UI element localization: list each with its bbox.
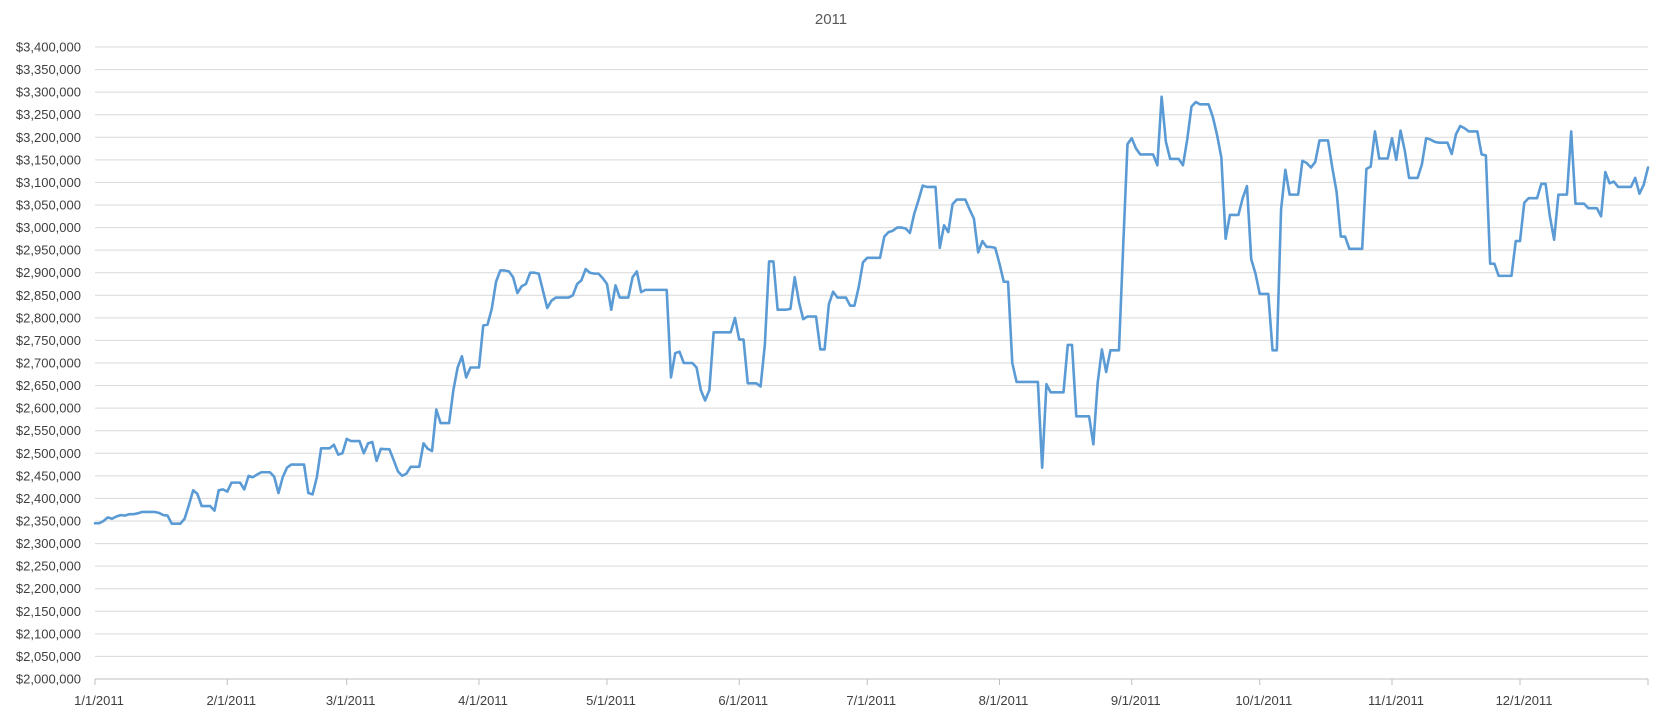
y-tick-label: $3,000,000 bbox=[16, 220, 81, 235]
x-tick-label: 6/1/2011 bbox=[718, 693, 768, 708]
x-tick-label: 8/1/2011 bbox=[979, 693, 1029, 708]
x-tick-label: 4/1/2011 bbox=[458, 693, 508, 708]
y-axis-tick-labels: $2,000,000 $2,050,000 $2,100,000 $2,150,000… bbox=[16, 40, 81, 687]
y-tick-label: $2,450,000 bbox=[16, 468, 81, 483]
y-tick-label: $2,100,000 bbox=[16, 626, 81, 641]
chart-title: 2011 bbox=[815, 11, 847, 28]
x-axis-ticks: 1/1/2011 2/1/2011 3/1/2011 4/1/2011 5/1/2011… bbox=[74, 679, 1649, 708]
x-tick-label: 12/1/2011 bbox=[1496, 693, 1553, 708]
y-tick-label: $2,250,000 bbox=[16, 559, 81, 574]
series-group bbox=[93, 95, 1650, 526]
y-tick-label: $2,800,000 bbox=[16, 310, 81, 325]
y-tick-label: $2,900,000 bbox=[16, 265, 81, 280]
y-tick-label: $2,550,000 bbox=[16, 423, 81, 438]
y-tick-label: $2,300,000 bbox=[16, 536, 81, 551]
x-tick-label: 11/1/2011 bbox=[1368, 693, 1424, 708]
x-tick-label: 10/1/2011 bbox=[1235, 693, 1292, 708]
y-tick-label: $2,200,000 bbox=[16, 581, 81, 596]
y-tick-label: $3,400,000 bbox=[16, 40, 81, 55]
x-tick-label: 9/1/2011 bbox=[1111, 693, 1161, 708]
y-tick-label: $3,300,000 bbox=[16, 85, 81, 100]
x-tick-label: 2/1/2011 bbox=[206, 693, 256, 708]
y-tick-label: $3,250,000 bbox=[16, 107, 81, 122]
y-tick-label: $2,500,000 bbox=[16, 446, 81, 461]
x-tick-label: 1/1/2011 bbox=[74, 693, 124, 708]
y-tick-label: $2,750,000 bbox=[16, 333, 81, 348]
y-tick-label: $3,100,000 bbox=[16, 175, 81, 190]
y-tick-label: $3,350,000 bbox=[16, 62, 81, 77]
y-tick-label: $2,700,000 bbox=[16, 356, 81, 371]
x-tick-label: 3/1/2011 bbox=[326, 693, 376, 708]
y-tick-label: $3,050,000 bbox=[16, 198, 81, 213]
y-tick-label: $2,050,000 bbox=[16, 649, 81, 664]
y-tick-label: $2,000,000 bbox=[16, 672, 81, 687]
series-line bbox=[93, 95, 1650, 526]
y-tick-label: $2,950,000 bbox=[16, 243, 81, 258]
x-tick-label: 7/1/2011 bbox=[846, 693, 896, 708]
gridlines bbox=[95, 46, 1648, 657]
y-tick-label: $2,600,000 bbox=[16, 401, 81, 416]
y-tick-label: $3,150,000 bbox=[16, 152, 81, 167]
y-tick-label: $2,650,000 bbox=[16, 378, 81, 393]
y-tick-label: $2,350,000 bbox=[16, 514, 81, 529]
y-tick-label: $2,850,000 bbox=[16, 288, 81, 303]
x-tick-label: 5/1/2011 bbox=[586, 693, 636, 708]
y-tick-label: $2,150,000 bbox=[16, 604, 81, 619]
y-tick-label: $2,400,000 bbox=[16, 491, 81, 506]
y-tick-label: $3,200,000 bbox=[16, 130, 81, 145]
